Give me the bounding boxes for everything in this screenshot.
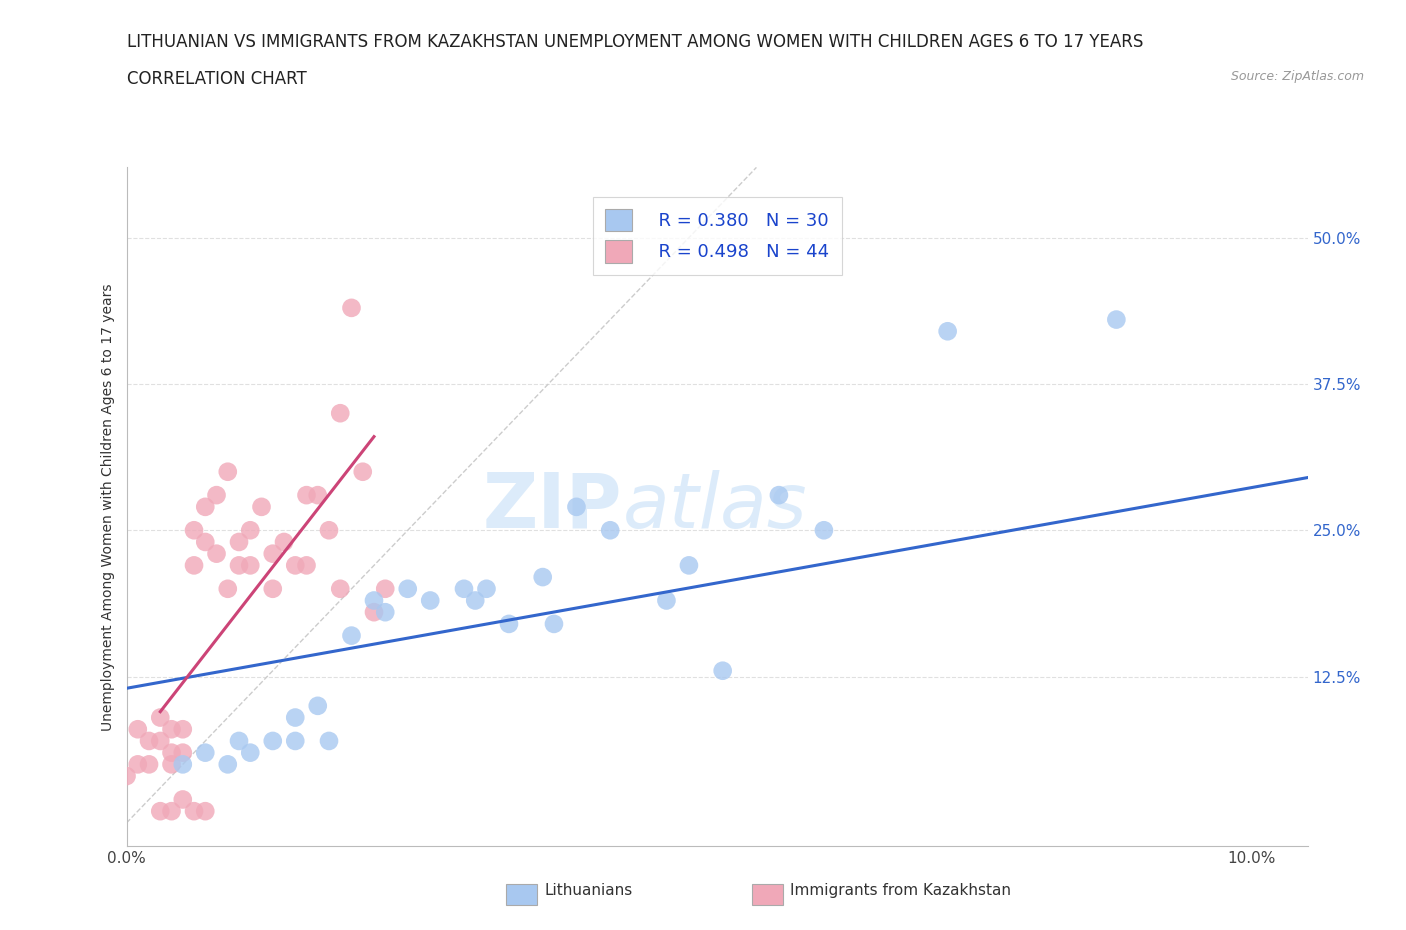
- Point: [531, 570, 554, 585]
- Point: [419, 593, 441, 608]
- Point: [307, 698, 329, 713]
- Point: [183, 804, 205, 818]
- Point: [329, 405, 352, 420]
- Point: [284, 711, 307, 725]
- Legend:   R = 0.380   N = 30,   R = 0.498   N = 44: R = 0.380 N = 30, R = 0.498 N = 44: [592, 197, 842, 275]
- Point: [172, 757, 194, 772]
- Point: [228, 558, 250, 573]
- Point: [127, 722, 149, 737]
- Point: [363, 593, 385, 608]
- Point: [284, 558, 307, 573]
- Point: [678, 558, 700, 573]
- Point: [149, 804, 172, 818]
- Text: atlas: atlas: [623, 470, 807, 544]
- Point: [172, 792, 194, 807]
- Point: [127, 757, 149, 772]
- Point: [318, 734, 340, 749]
- Point: [295, 558, 318, 573]
- Point: [239, 745, 262, 760]
- Point: [498, 617, 520, 631]
- Point: [340, 300, 363, 315]
- Point: [194, 804, 217, 818]
- Point: [284, 734, 307, 749]
- Point: [768, 487, 790, 502]
- Point: [194, 535, 217, 550]
- Point: [340, 628, 363, 643]
- Point: [565, 499, 588, 514]
- Point: [318, 523, 340, 538]
- Point: [138, 734, 160, 749]
- Point: [115, 768, 138, 783]
- Point: [453, 581, 475, 596]
- Y-axis label: Unemployment Among Women with Children Ages 6 to 17 years: Unemployment Among Women with Children A…: [101, 283, 115, 731]
- Point: [374, 581, 396, 596]
- Point: [160, 804, 183, 818]
- Text: CORRELATION CHART: CORRELATION CHART: [127, 70, 307, 87]
- Point: [262, 581, 284, 596]
- Point: [160, 722, 183, 737]
- Point: [813, 523, 835, 538]
- Point: [711, 663, 734, 678]
- Point: [228, 535, 250, 550]
- Text: Immigrants from Kazakhstan: Immigrants from Kazakhstan: [790, 884, 1011, 898]
- Point: [205, 487, 228, 502]
- Point: [262, 734, 284, 749]
- Point: [149, 711, 172, 725]
- Point: [599, 523, 621, 538]
- Point: [307, 487, 329, 502]
- Point: [543, 617, 565, 631]
- Point: [172, 722, 194, 737]
- Text: ZIP: ZIP: [484, 470, 623, 544]
- Point: [1105, 312, 1128, 327]
- Point: [138, 757, 160, 772]
- Text: Lithuanians: Lithuanians: [544, 884, 633, 898]
- Text: Source: ZipAtlas.com: Source: ZipAtlas.com: [1230, 70, 1364, 83]
- Point: [352, 464, 374, 479]
- Point: [329, 581, 352, 596]
- Point: [936, 324, 959, 339]
- Point: [363, 604, 385, 619]
- Point: [396, 581, 419, 596]
- Point: [160, 745, 183, 760]
- Point: [217, 464, 239, 479]
- Point: [217, 757, 239, 772]
- Point: [239, 558, 262, 573]
- Text: LITHUANIAN VS IMMIGRANTS FROM KAZAKHSTAN UNEMPLOYMENT AMONG WOMEN WITH CHILDREN : LITHUANIAN VS IMMIGRANTS FROM KAZAKHSTAN…: [127, 33, 1143, 50]
- Point: [183, 558, 205, 573]
- Point: [194, 745, 217, 760]
- Point: [194, 499, 217, 514]
- Point: [295, 487, 318, 502]
- Point: [464, 593, 486, 608]
- Point: [205, 546, 228, 561]
- Point: [228, 734, 250, 749]
- Point: [655, 593, 678, 608]
- Point: [262, 546, 284, 561]
- Point: [183, 523, 205, 538]
- Point: [149, 734, 172, 749]
- Point: [217, 581, 239, 596]
- Point: [273, 535, 295, 550]
- Point: [239, 523, 262, 538]
- Point: [250, 499, 273, 514]
- Point: [475, 581, 498, 596]
- Point: [172, 745, 194, 760]
- Point: [160, 757, 183, 772]
- Point: [374, 604, 396, 619]
